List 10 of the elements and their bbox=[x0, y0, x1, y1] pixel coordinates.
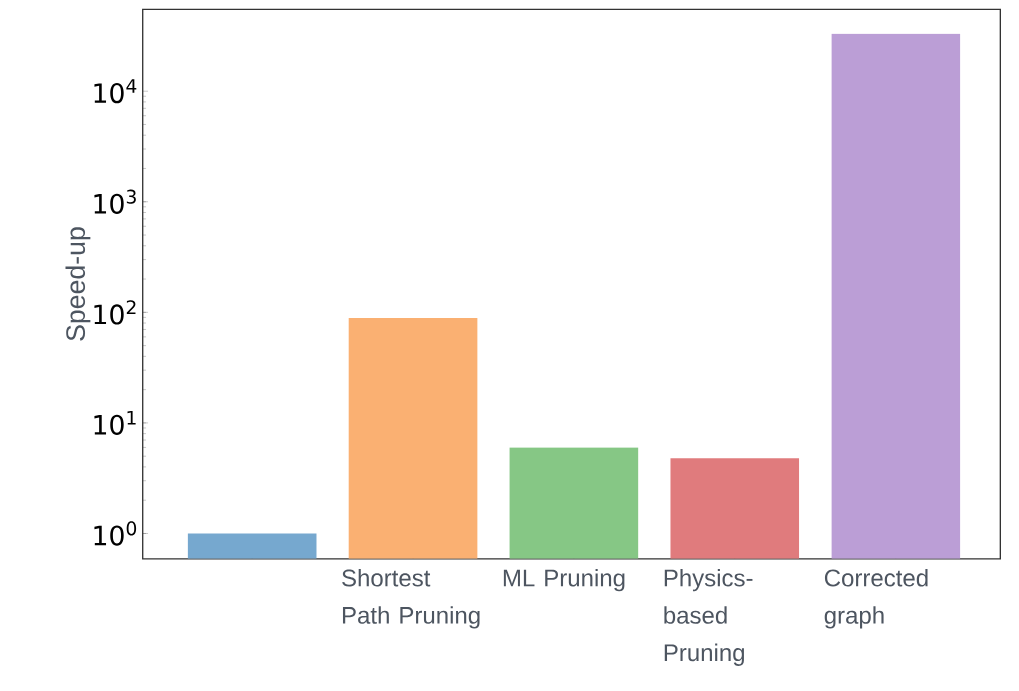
y-tick-label: 10$^{1}$ bbox=[94, 410, 136, 435]
y-axis-title: Speed-up bbox=[65, 227, 91, 341]
x-tick-label: Corrected graph bbox=[824, 568, 928, 629]
x-tick-label: ML Pruning bbox=[503, 568, 625, 592]
y-tick-label: 10$^{0}$ bbox=[94, 521, 137, 546]
x-tick-label: Physics-based Pruning bbox=[664, 568, 753, 667]
y-tick-label: 10$^{3}$ bbox=[94, 189, 136, 214]
y-tick-label: 10$^{2}$ bbox=[94, 300, 136, 325]
x-tick-label: Shortest Path Pruning bbox=[342, 568, 480, 629]
y-tick-label: 10$^{4}$ bbox=[94, 79, 137, 104]
